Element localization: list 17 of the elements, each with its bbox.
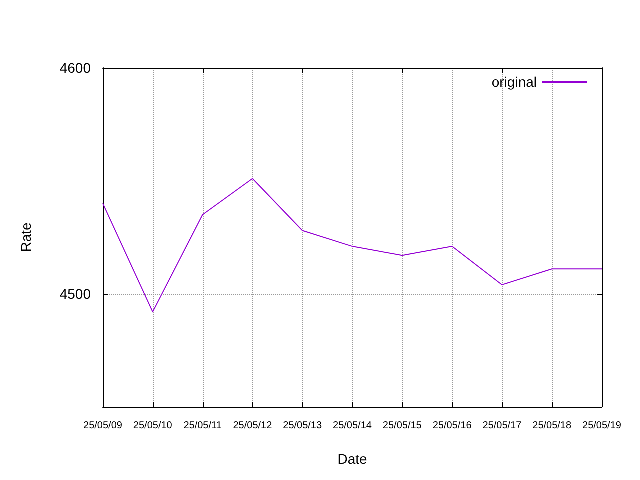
x-tick-label: 25/05/16 — [432, 420, 472, 432]
x-tick-label: 25/05/12 — [233, 420, 273, 432]
x-axis-title: Date — [338, 451, 368, 467]
legend-label: original — [492, 74, 537, 90]
x-tick-label: 25/05/17 — [482, 420, 522, 432]
x-tick-label: 25/05/09 — [84, 420, 123, 432]
x-tick-label: 25/05/10 — [133, 420, 173, 432]
line-series — [102, 178, 602, 313]
x-tick-label: 25/05/18 — [532, 420, 572, 432]
y-tick-label: 4600 — [60, 60, 92, 76]
y-axis-title: Rate — [18, 222, 34, 252]
x-tick-label: 25/05/15 — [382, 420, 422, 432]
x-tick-label: 25/05/19 — [582, 420, 622, 432]
x-tick-label: 25/05/13 — [283, 420, 322, 432]
x-tick-label: 25/05/11 — [184, 420, 222, 432]
y-tick-label: 4500 — [60, 286, 92, 302]
x-tick-label: 25/05/14 — [333, 420, 372, 432]
